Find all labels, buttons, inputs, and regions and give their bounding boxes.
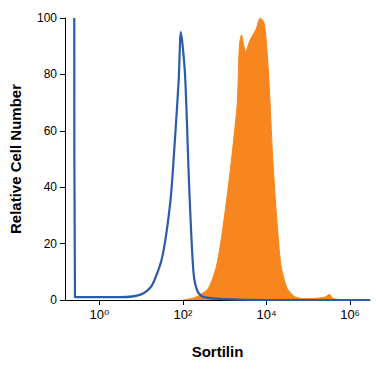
svg-text:Sortilin: Sortilin — [192, 343, 244, 360]
svg-text:40: 40 — [44, 180, 58, 194]
svg-text:60: 60 — [44, 124, 58, 138]
svg-text:10⁴: 10⁴ — [256, 307, 276, 322]
svg-text:20: 20 — [44, 237, 58, 251]
svg-text:0: 0 — [50, 293, 57, 307]
svg-text:80: 80 — [44, 67, 58, 81]
svg-text:10⁶: 10⁶ — [340, 307, 360, 322]
svg-text:10²: 10² — [174, 307, 193, 322]
svg-text:10⁰: 10⁰ — [90, 307, 110, 322]
svg-text:100: 100 — [37, 11, 57, 25]
svg-text:Relative Cell Number: Relative Cell Number — [7, 84, 24, 234]
